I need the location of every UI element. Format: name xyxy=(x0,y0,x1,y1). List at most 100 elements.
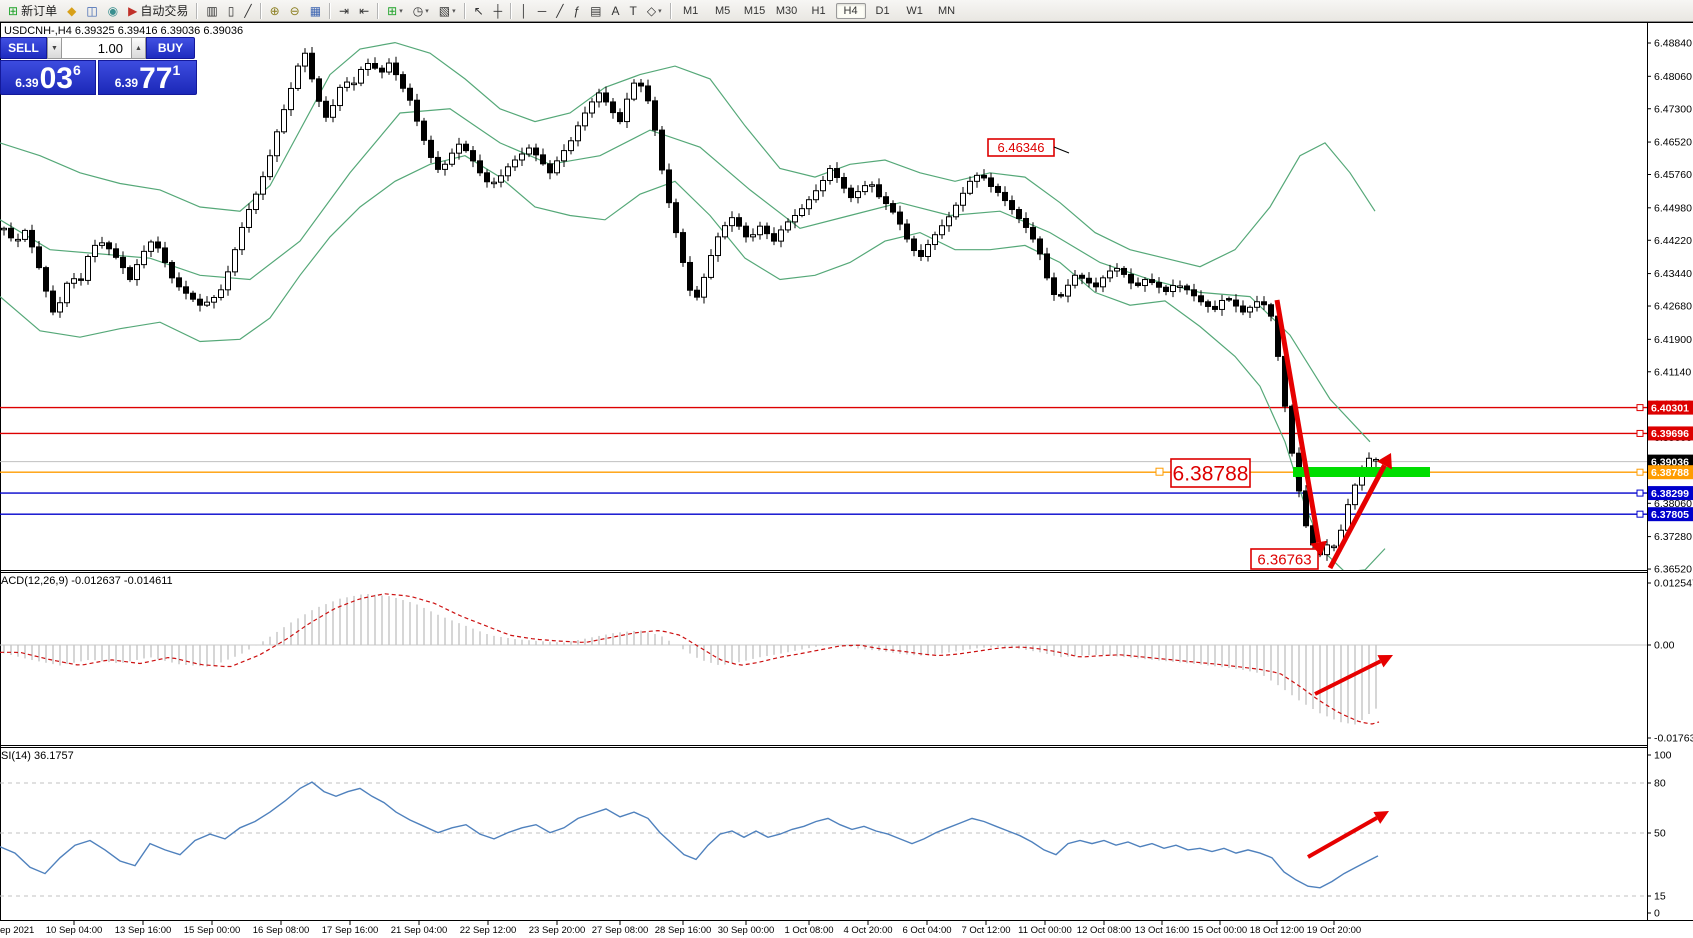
fibonacci-icon: ƒ xyxy=(573,3,581,18)
horizontal-line-button[interactable]: ─ xyxy=(534,1,551,21)
text-label-icon: T xyxy=(629,3,637,18)
vertical-line-button[interactable]: │ xyxy=(516,1,532,21)
zoom-in-icon: ⊕ xyxy=(269,3,280,18)
toolbar-separator xyxy=(463,2,466,19)
timeframe-m1-button[interactable]: M1 xyxy=(682,4,699,17)
bar-chart-button[interactable]: ▥ xyxy=(202,1,221,21)
price-callout-6.38788[interactable]: 6.38788 xyxy=(1170,458,1251,488)
line-endpoint-marker[interactable] xyxy=(1636,510,1644,518)
line-endpoint-marker[interactable] xyxy=(1636,429,1644,437)
date-axis: ep 2021 10 Sep 04:00 13 Sep 16:00 15 Sep 00… xyxy=(0,921,1361,936)
axis-tick-label: 6.41140 xyxy=(1654,366,1691,378)
svg-text:6.38788: 6.38788 xyxy=(1651,467,1689,479)
green-highlight-bar[interactable] xyxy=(1293,467,1430,477)
one-click-trading-panel: SELL ▼ ▲ BUY 6.39 03 6 6.39 77 1 xyxy=(0,37,197,95)
templates-button[interactable]: ▧ ▾ xyxy=(435,1,460,21)
rsi-arrow[interactable] xyxy=(1307,811,1389,859)
line-chart-icon: ╱ xyxy=(244,3,252,18)
timeframe-m5-button[interactable]: M5 xyxy=(714,4,731,17)
chart-window-icon: ◫ xyxy=(86,3,98,18)
signals-button[interactable]: ◉ xyxy=(104,1,122,21)
chart-shift-button[interactable]: ⇤ xyxy=(355,1,373,21)
macd-pane[interactable] xyxy=(0,593,1647,725)
horizontal-line-icon: ─ xyxy=(537,3,547,18)
date-label: 18 Oct 12:00 xyxy=(1250,925,1304,936)
chart-window-button[interactable]: ◫ xyxy=(82,1,101,21)
macd-label: ACD(12,26,9) -0.012637 -0.014611 xyxy=(1,575,173,587)
chart-canvas[interactable]: 6.46346 6.38788 6.36763 6.48840 6.48060 6.473… xyxy=(0,22,1693,938)
cursor-button[interactable]: ↖ xyxy=(470,1,488,21)
fibonacci-button[interactable]: ƒ xyxy=(569,1,584,21)
macd-arrow[interactable] xyxy=(1314,655,1393,696)
new-order-icon: ⊞ xyxy=(8,3,19,18)
svg-text:0.012547: 0.012547 xyxy=(1654,578,1693,590)
axis-price-tag-6.38788: 6.38788 xyxy=(1648,465,1693,480)
date-label: 21 Sep 04:00 xyxy=(391,925,448,936)
candlestick-chart-icon: ▯ xyxy=(227,3,235,18)
timeframe-d1-button[interactable]: D1 xyxy=(875,4,890,17)
svg-text:6.38788: 6.38788 xyxy=(1173,463,1249,486)
auto-scroll-button[interactable]: ⇥ xyxy=(335,1,353,21)
dropdown-arrow-icon[interactable]: ▾ xyxy=(658,7,662,15)
line-chart-button[interactable]: ╱ xyxy=(240,1,255,21)
main-pane[interactable] xyxy=(0,41,1647,572)
timeframe-m30-button[interactable]: M30 xyxy=(775,4,798,17)
line-endpoint-marker[interactable] xyxy=(1636,468,1644,476)
price-callout-6.46346[interactable]: 6.46346 xyxy=(987,138,1055,157)
trendline-button[interactable]: ╱ xyxy=(552,1,567,21)
text-button[interactable]: A xyxy=(607,1,623,21)
zoom-out-button[interactable]: ⊖ xyxy=(286,1,304,21)
zoom-in-button[interactable]: ⊕ xyxy=(266,1,284,21)
equidistant-channel-button[interactable]: ▤ xyxy=(586,1,605,21)
line-anchor-marker[interactable] xyxy=(1155,467,1164,476)
timeframe-m15-button[interactable]: M15 xyxy=(743,4,766,17)
callout-leader-line xyxy=(1053,146,1070,154)
arrows-button[interactable]: ◇ ▾ xyxy=(643,1,666,21)
date-label: 19 Oct 20:00 xyxy=(1307,925,1361,936)
autotrade-button[interactable]: ▶ 自动交易 xyxy=(124,1,192,21)
autotrade-button-label: 自动交易 xyxy=(140,4,189,18)
svg-text:6.46346: 6.46346 xyxy=(998,140,1045,155)
indicators-button[interactable]: ⊞ ▾ xyxy=(383,1,407,21)
crosshair-button[interactable]: ┼ xyxy=(490,1,507,21)
crayon-icon: ◆ xyxy=(67,3,77,18)
chart-area: 6.46346 6.38788 6.36763 6.48840 6.48060 6.473… xyxy=(0,22,1693,938)
volume-decrease-button[interactable]: ▼ xyxy=(47,37,62,59)
buy-price-display[interactable]: 6.39 77 1 xyxy=(98,60,197,95)
line-endpoint-marker[interactable] xyxy=(1636,404,1644,412)
dropdown-arrow-icon[interactable]: ▾ xyxy=(399,7,403,15)
toolbar-separator xyxy=(377,2,380,19)
svg-text:6.37805: 6.37805 xyxy=(1651,509,1689,521)
axis-price-tag-6.37805: 6.37805 xyxy=(1648,507,1693,522)
timeframe-h1-button[interactable]: H1 xyxy=(811,4,826,17)
buy-price-small: 6.39 xyxy=(114,76,139,90)
sell-button[interactable]: SELL xyxy=(0,37,47,59)
line-endpoint-marker[interactable] xyxy=(1636,489,1644,497)
price-callout-6.36763[interactable]: 6.36763 xyxy=(1250,548,1319,570)
dropdown-arrow-icon[interactable]: ▾ xyxy=(452,7,456,15)
tile-windows-button[interactable]: ▦ xyxy=(306,1,325,21)
dropdown-arrow-icon[interactable]: ▾ xyxy=(425,7,429,15)
svg-text:-0.017634: -0.017634 xyxy=(1654,733,1693,745)
trendline-icon: ╱ xyxy=(556,3,564,18)
text-label-button[interactable]: T xyxy=(625,1,640,21)
candlestick-series xyxy=(1,47,1379,561)
buy-button[interactable]: BUY xyxy=(146,37,195,59)
timeframe-w1-button[interactable]: W1 xyxy=(906,4,923,17)
timeframe-h4-button[interactable]: H4 xyxy=(835,2,866,19)
chart-shift-icon: ⇤ xyxy=(359,3,370,18)
date-label: 30 Sep 00:00 xyxy=(718,925,775,936)
volume-increase-button[interactable]: ▲ xyxy=(131,37,146,59)
crayon-button[interactable]: ◆ xyxy=(63,1,80,21)
new-order-button[interactable]: ⊞ 新订单 xyxy=(4,1,61,21)
candlestick-chart-button[interactable]: ▯ xyxy=(224,1,239,21)
sell-price-small: 6.39 xyxy=(15,76,39,90)
trend-arrows[interactable] xyxy=(1274,299,1392,570)
toolbar-separator xyxy=(196,2,199,19)
periods-button[interactable]: ◷ ▾ xyxy=(409,1,433,21)
volume-input[interactable] xyxy=(62,37,131,59)
sell-price-display[interactable]: 6.39 03 6 xyxy=(0,60,96,95)
date-label: 15 Sep 00:00 xyxy=(184,925,241,936)
axis-tick-label: 6.36520 xyxy=(1654,564,1692,576)
timeframe-mn-button[interactable]: MN xyxy=(938,4,956,17)
